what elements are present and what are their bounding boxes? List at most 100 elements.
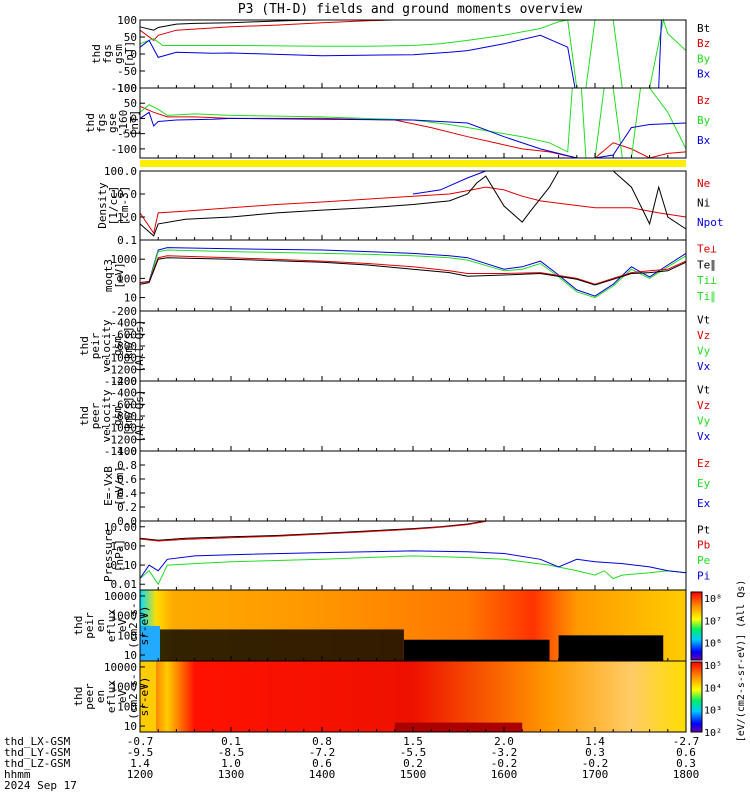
panels: 100500-50-100thdfgsgsm[nT]BtBzByBx100500…: [72, 14, 724, 733]
flag-bar: [140, 160, 686, 167]
legend-entry: Pe: [697, 554, 710, 567]
time-axis-row-name: hhmm: [4, 768, 31, 781]
time-axis-value: 0.2: [403, 757, 423, 770]
y-axis-label: [1/cc]: [107, 186, 120, 226]
y-axis-label: thd: [78, 336, 91, 356]
legend-entry: Vt: [697, 383, 710, 396]
y-axis-label: thd: [84, 113, 97, 133]
y-tick-label: 1000: [111, 681, 138, 694]
y-axis-label: (cm2-s-: [127, 673, 140, 719]
colorbar-label: [eV/(cm2-s-sr-eV)] (All Qs): [736, 580, 747, 743]
y-tick-label: -1400: [104, 445, 137, 458]
y-tick-label: 100: [117, 82, 137, 95]
y-tick-label: -1000: [104, 422, 137, 435]
y-tick-label: 10: [124, 649, 137, 662]
legend-entry: Vx: [697, 430, 711, 443]
y-tick-label: 0.8: [117, 459, 137, 472]
y-axis-label: moqt3: [102, 259, 115, 292]
legend-entry: Bx: [697, 134, 711, 147]
y-tick-label: -600: [111, 398, 138, 411]
y-tick-label: 10000: [104, 590, 137, 603]
y-axis-label: peir: [89, 332, 102, 359]
legend-entry: Te⊥: [697, 243, 717, 256]
time-axis-value: -0.2: [582, 757, 609, 770]
y-axis-label: Pressure: [102, 529, 115, 582]
y-tick-label: 10.00: [104, 521, 137, 534]
colorbar-tick-label: 10⁷: [704, 616, 722, 627]
panel-frame: [139, 19, 687, 89]
legend-entry: Vy: [697, 415, 711, 428]
panel-peer_velocity: -200-400-600-800-1000-1200-1400thdpeerve…: [78, 375, 711, 458]
y-axis-label: (All Qs): [133, 320, 146, 373]
series-line-By: [139, 87, 687, 159]
panel-frame: [139, 310, 687, 382]
legend-entry: Vt: [697, 313, 710, 326]
time-axis-value: 2.0: [494, 735, 514, 748]
y-axis-label: velocity: [100, 319, 113, 372]
y-tick-label: -800: [111, 340, 138, 353]
y-axis-label: [eV]: [113, 262, 126, 289]
time-axis-value: 1200: [127, 768, 154, 781]
legend-entry: Vz: [697, 329, 710, 342]
series-line-Te∥: [139, 257, 687, 286]
panel-frame: [139, 239, 687, 312]
y-axis-label: fgs: [101, 44, 114, 64]
legend-entry: Pi: [697, 569, 710, 582]
y-tick-label: 0.2: [117, 501, 137, 514]
y-axis-label: (cm2-s-: [127, 602, 140, 648]
panel-temperature: 1000 100 10 moqt3[eV] Te⊥ Te∥ Ti⊥ Ti∥: [102, 239, 717, 312]
series-line-Bz: [139, 105, 687, 159]
legend-entry: Ey: [697, 477, 711, 490]
time-axis-value: 0.6: [676, 746, 696, 759]
y-tick-label: -800: [111, 410, 138, 423]
edge-region: [140, 661, 156, 732]
y-axis-label: -160: [117, 110, 130, 137]
colorbar-tick-label: 10⁸: [704, 594, 722, 605]
time-axis-row-name: thd_LX-GSM: [4, 735, 71, 748]
y-tick-label: -100: [111, 82, 138, 95]
y-tick-label: 0.4: [117, 487, 137, 500]
time-axis-value: 0.3: [585, 746, 605, 759]
panel-frame: [139, 450, 687, 522]
low-energy-blue-region: [140, 625, 160, 661]
panel-frame: [139, 170, 687, 241]
time-axis-value: -5.5: [400, 746, 427, 759]
y-axis-label: peer: [83, 683, 96, 710]
time-axis-value: 1.4: [130, 757, 150, 770]
time-axis-value: 1600: [491, 768, 518, 781]
y-axis-label: thd: [72, 616, 85, 636]
time-axis-row-name: thd_LZ-GSM: [4, 757, 71, 770]
series-line-Bt: [139, 19, 325, 31]
low-energy-dark-region: [394, 722, 523, 732]
y-tick-label: -1200: [104, 433, 137, 446]
legend-entry: Npot: [697, 216, 724, 229]
legend-entry: Te∥: [697, 258, 716, 271]
y-axis-label: peer: [89, 402, 102, 429]
legend-entry: Bx: [697, 67, 711, 80]
legend-entry: By: [697, 52, 711, 65]
y-tick-label: -1200: [104, 363, 137, 376]
time-axis-value: -7.2: [309, 746, 336, 759]
y-tick-label: 50: [124, 31, 137, 44]
colorbar-strip: [690, 661, 703, 733]
panel-peir_eflux: 10000 1000 100 10 thdpeirenefluxeV(cm2-s-sr-…: [72, 589, 687, 662]
y-tick-label: 1000: [111, 610, 138, 623]
series-line-Ni: [139, 170, 687, 237]
y-axis-label: gsm: [111, 336, 124, 356]
series-line-Npot: [412, 170, 486, 195]
series-line-Pi: [139, 550, 687, 579]
y-tick-label: -200: [111, 375, 138, 388]
legend-entry: Bt: [697, 22, 710, 35]
y-tick-label: 0.1: [117, 234, 137, 247]
y-tick-label: -50: [117, 65, 137, 78]
y-axis-label: fgs: [95, 113, 108, 133]
y-axis-label: [mV/m]: [113, 466, 126, 506]
low-energy-black-region: [149, 629, 404, 661]
series-line-Pt: [139, 520, 486, 541]
series-line-Pb: [139, 520, 486, 542]
colorbar: 10⁸ 10⁷ 10⁶ 10⁵ 10⁴ 10³ 10² [eV/(cm2-s-sr-eV)] …: [690, 580, 747, 743]
y-axis-label: eflux: [105, 680, 118, 713]
y-axis-label: [nT]: [123, 41, 136, 68]
